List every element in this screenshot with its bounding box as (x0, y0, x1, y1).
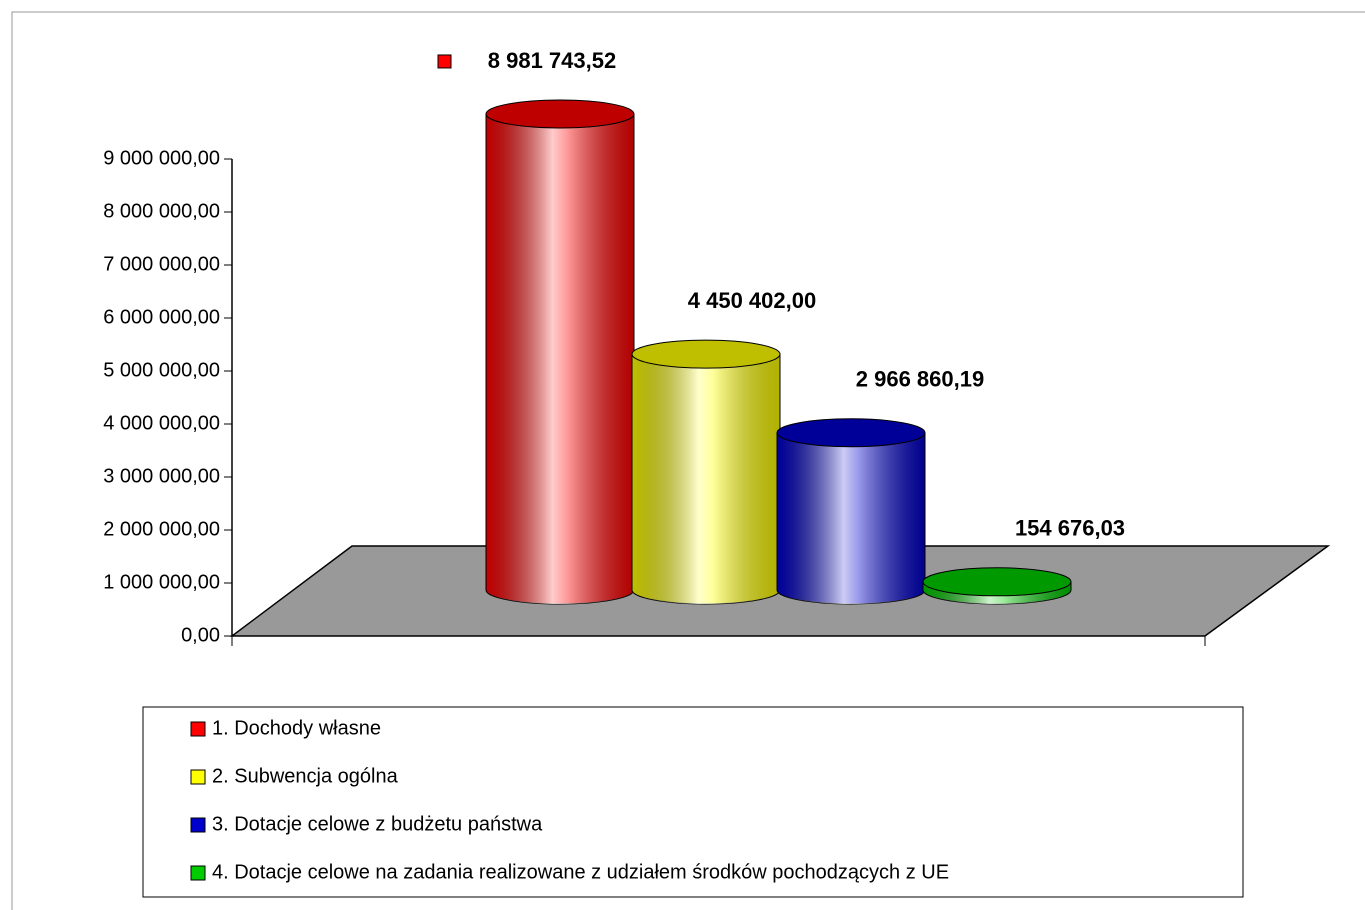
y-tick-label: 4 000 000,00 (103, 412, 220, 434)
legend-label: 3. Dotacje celowe z budżetu państwa (212, 813, 543, 835)
value-label: 8 981 743,52 (488, 48, 616, 73)
y-tick-label: 0,00 (181, 624, 220, 646)
cylinder-top-shade (923, 567, 1071, 596)
highlight (486, 113, 634, 604)
y-tick-label: 7 000 000,00 (103, 253, 220, 275)
y-tick-label: 5 000 000,00 (103, 359, 220, 381)
legend-key (190, 721, 206, 737)
y-tick-label: 8 000 000,00 (103, 200, 220, 222)
legend-label: 1. Dochody własne (212, 717, 381, 739)
value-label-key (437, 54, 452, 69)
cylinder-top (631, 339, 781, 369)
cylinder-top (485, 99, 635, 129)
cylinder-top-shade (632, 340, 780, 369)
value-label: 2 966 860,19 (856, 367, 984, 392)
legend-label: 4. Dotacje celowe na zadania realizowane… (212, 861, 949, 883)
cylinder-top-shade (486, 99, 634, 128)
legend-key (190, 817, 206, 833)
frame (11, 11, 1365, 910)
cylinder-top (922, 567, 1072, 597)
value-label: 154 676,03 (1015, 516, 1125, 541)
cylinder-top-shade (777, 418, 925, 447)
y-tick-label: 3 000 000,00 (103, 465, 220, 487)
legend-key (190, 865, 206, 881)
y-tick-label: 9 000 000,00 (103, 147, 220, 169)
y-tick-label: 1 000 000,00 (103, 571, 220, 593)
highlight (777, 432, 925, 604)
highlight (632, 354, 780, 604)
legend-key (190, 769, 206, 785)
legend-label: 2. Subwencja ogólna (212, 765, 399, 787)
y-tick-label: 6 000 000,00 (103, 306, 220, 328)
y-tick-label: 2 000 000,00 (103, 518, 220, 540)
value-label: 4 450 402,00 (688, 288, 816, 313)
legend (142, 706, 1244, 898)
cylinder-top (776, 418, 926, 448)
